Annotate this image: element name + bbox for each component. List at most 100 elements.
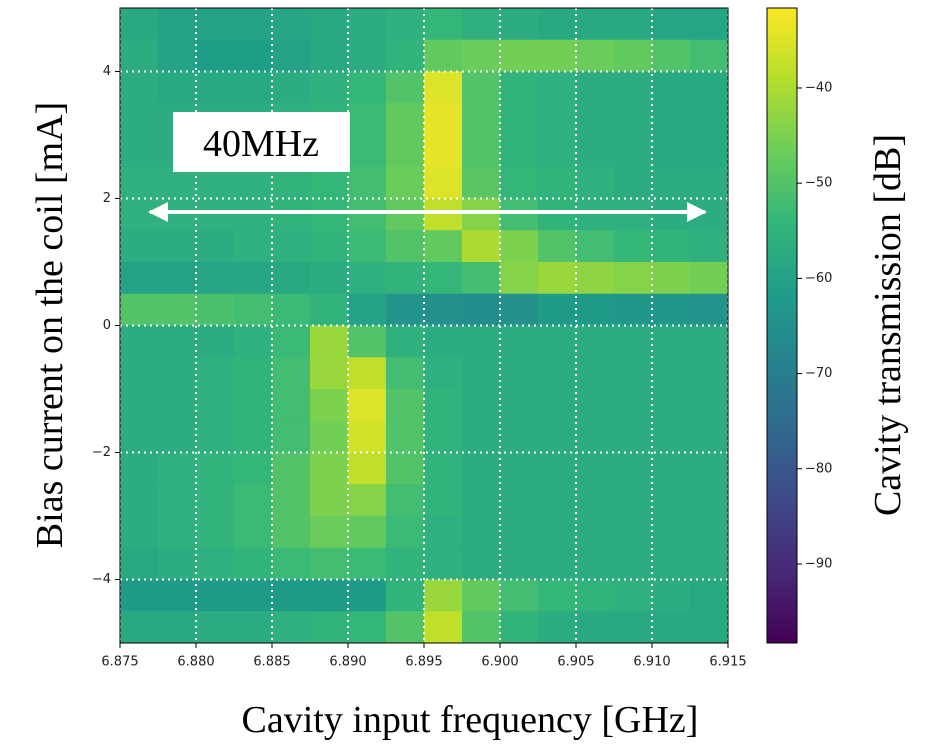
heat-cell [576,516,615,549]
heat-cell [462,230,501,263]
heat-cell [310,516,349,549]
heat-cell [386,39,425,72]
heat-cell [652,357,691,390]
heat-cell [652,579,691,612]
heat-cell [120,389,159,422]
heat-cell [576,357,615,390]
colorbar [766,7,798,644]
heat-cell [652,135,691,168]
heat-cell [538,71,577,104]
heat-cell [158,452,197,485]
heat-cell [500,39,539,72]
heat-cell [424,325,463,358]
heat-cell [500,135,539,168]
heat-cell [424,484,463,517]
heat-cell [462,452,501,485]
heat-cell [462,357,501,390]
heat-cell [272,166,311,199]
heat-cell [538,420,577,453]
heat-cell [500,389,539,422]
heat-cell [462,135,501,168]
x-tick-label: 6.875 [101,655,138,670]
heat-cell [500,293,539,326]
heat-cell [424,262,463,295]
heat-cell [614,71,653,104]
heat-cell [652,8,691,41]
heat-cell [652,103,691,136]
heat-cell [500,452,539,485]
heat-cell [538,8,577,41]
heat-cell [424,389,463,422]
heat-cell [158,198,197,231]
heat-cell [272,389,311,422]
heat-cell [690,262,729,295]
heat-cell [120,198,159,231]
heat-cell [386,547,425,580]
heat-cell [576,579,615,612]
heat-cell [234,357,273,390]
heat-cell [196,325,235,358]
heat-cell [234,420,273,453]
heat-cell [538,452,577,485]
heat-cell [120,484,159,517]
heat-cell [424,8,463,41]
heat-cell [234,166,273,199]
heat-cell [348,452,387,485]
heat-cell [120,39,159,72]
heat-cell [538,579,577,612]
heat-cell [576,611,615,644]
heat-cell [196,389,235,422]
heat-cell [500,579,539,612]
colorbar-tick-label: −90 [805,556,832,571]
heat-cell [424,39,463,72]
heat-cell [386,325,425,358]
heat-cell [348,325,387,358]
heat-cell [614,579,653,612]
heat-cell [310,71,349,104]
heat-cell [120,420,159,453]
heat-cell [386,611,425,644]
heat-cell [386,389,425,422]
heat-cell [538,516,577,549]
heat-cell [690,389,729,422]
heat-cell [310,484,349,517]
heat-cell [196,452,235,485]
heat-cell [196,611,235,644]
heat-cell [310,166,349,199]
heat-cell [348,135,387,168]
heat-cell [158,325,197,358]
heat-cell [538,262,577,295]
heat-cell [614,547,653,580]
heat-cell [196,484,235,517]
heat-cell [348,579,387,612]
heat-cell [424,198,463,231]
heat-cell [234,198,273,231]
heat-cell [462,420,501,453]
heat-cell [234,516,273,549]
heat-cell [158,579,197,612]
heat-cell [652,389,691,422]
heat-cell [690,8,729,41]
heat-cell [690,135,729,168]
heat-cell [500,198,539,231]
heat-cell [234,293,273,326]
heat-cell [120,71,159,104]
heat-cell [158,262,197,295]
heat-cell [234,547,273,580]
heat-cell [538,357,577,390]
heat-cell [158,166,197,199]
heat-cell [424,71,463,104]
heat-cell [120,547,159,580]
heat-cell [310,39,349,72]
heat-cell [538,103,577,136]
heat-cell [500,611,539,644]
heat-cell [614,166,653,199]
heat-cell [500,484,539,517]
heat-cell [234,389,273,422]
heat-cell [462,611,501,644]
heat-cell [462,166,501,199]
heat-cell [614,8,653,41]
heat-cell [538,325,577,358]
heat-cell [462,293,501,326]
heat-cell [576,230,615,263]
